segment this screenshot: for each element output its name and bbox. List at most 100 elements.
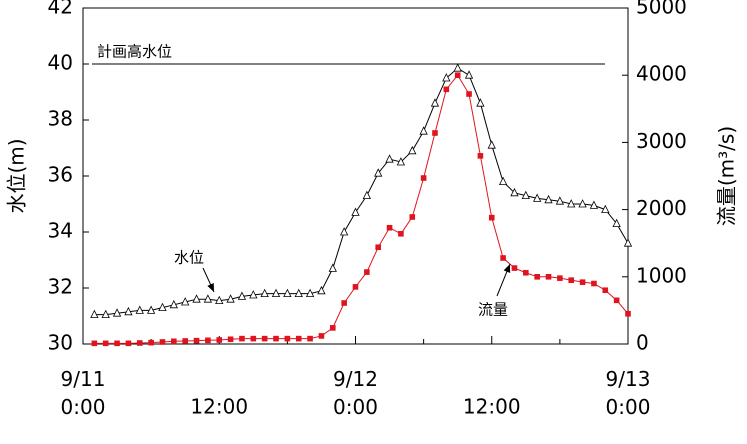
x-tick-label: 9/11 0:00 xyxy=(61,367,106,419)
marker xyxy=(249,290,258,299)
marker xyxy=(409,214,416,220)
arrow-head xyxy=(503,264,511,273)
marker xyxy=(307,335,313,342)
marker xyxy=(545,274,552,280)
marker xyxy=(443,86,450,93)
marker xyxy=(476,98,485,107)
marker xyxy=(498,176,508,185)
marker xyxy=(612,218,621,227)
marker xyxy=(625,310,631,317)
marker xyxy=(192,294,201,303)
y2-tick-label: 2000 xyxy=(636,196,687,220)
series-annotation: 流量 xyxy=(478,301,508,319)
marker xyxy=(521,190,530,199)
marker xyxy=(386,224,393,231)
y2-tick-label: 3000 xyxy=(636,129,687,153)
marker xyxy=(329,325,336,331)
marker xyxy=(239,335,245,342)
marker xyxy=(398,230,404,237)
marker xyxy=(284,335,291,342)
marker xyxy=(578,199,587,208)
y2-tick-label: 1000 xyxy=(636,263,687,287)
marker xyxy=(351,207,360,216)
marker xyxy=(523,269,529,276)
marker xyxy=(442,73,451,82)
marker xyxy=(328,263,337,272)
marker xyxy=(364,269,370,275)
marker xyxy=(555,196,565,205)
y-tick-label: 30 xyxy=(48,331,73,355)
marker xyxy=(534,274,540,280)
marker xyxy=(146,305,156,314)
marker xyxy=(623,238,633,247)
y-tick-label: 42 xyxy=(48,0,73,19)
x-tick-label: 9/12 0:00 xyxy=(333,367,378,419)
marker xyxy=(408,145,417,155)
marker xyxy=(112,308,122,317)
marker xyxy=(135,305,144,314)
marker xyxy=(273,335,279,342)
marker xyxy=(420,175,427,181)
marker xyxy=(374,168,383,177)
y2-axis-title: 流量(m³/s) xyxy=(715,126,739,226)
marker xyxy=(341,300,347,306)
y-tick-label: 34 xyxy=(48,219,73,243)
marker xyxy=(419,126,428,135)
reference-label: 計画高水位 xyxy=(97,43,172,61)
marker xyxy=(487,140,496,149)
marker xyxy=(114,340,120,347)
marker xyxy=(125,340,132,347)
x-tick-label: 12:00 xyxy=(463,395,521,419)
marker xyxy=(216,337,223,343)
marker xyxy=(205,337,211,344)
marker xyxy=(385,154,394,163)
marker xyxy=(453,63,462,72)
marker xyxy=(227,336,234,343)
x-tick-label: 9/13 0:00 xyxy=(606,367,651,419)
marker xyxy=(158,302,167,311)
marker xyxy=(591,280,597,287)
y-axis-title: 水位(m) xyxy=(5,138,29,213)
marker xyxy=(169,299,178,309)
y-tick-label: 38 xyxy=(48,107,73,131)
marker xyxy=(396,157,406,166)
marker xyxy=(305,288,315,297)
marker xyxy=(91,340,98,347)
marker xyxy=(136,340,143,346)
marker xyxy=(317,285,326,295)
marker xyxy=(500,255,506,261)
marker xyxy=(533,193,542,202)
marker xyxy=(488,214,495,221)
marker xyxy=(602,287,609,294)
marker xyxy=(318,333,325,339)
marker xyxy=(171,338,177,345)
marker xyxy=(250,335,257,342)
marker xyxy=(260,288,269,297)
marker xyxy=(375,244,382,251)
y2-tick-label: 5000 xyxy=(636,0,687,19)
marker xyxy=(466,91,472,97)
y2-tick-label: 0 xyxy=(636,331,649,355)
marker xyxy=(352,284,359,290)
marker xyxy=(568,277,575,283)
marker xyxy=(601,204,610,213)
marker xyxy=(148,339,154,346)
marker xyxy=(102,340,109,347)
marker xyxy=(579,279,586,285)
marker xyxy=(226,294,235,303)
marker xyxy=(237,291,247,300)
marker xyxy=(294,288,303,297)
marker xyxy=(193,337,200,344)
marker xyxy=(124,306,133,316)
marker xyxy=(203,294,213,303)
marker xyxy=(339,227,349,236)
marker xyxy=(101,309,110,318)
marker xyxy=(567,199,576,208)
marker xyxy=(261,335,268,342)
marker xyxy=(182,338,188,344)
marker xyxy=(454,72,461,78)
marker xyxy=(511,265,518,271)
series-annotation: 水位 xyxy=(174,249,204,267)
marker xyxy=(271,288,281,297)
